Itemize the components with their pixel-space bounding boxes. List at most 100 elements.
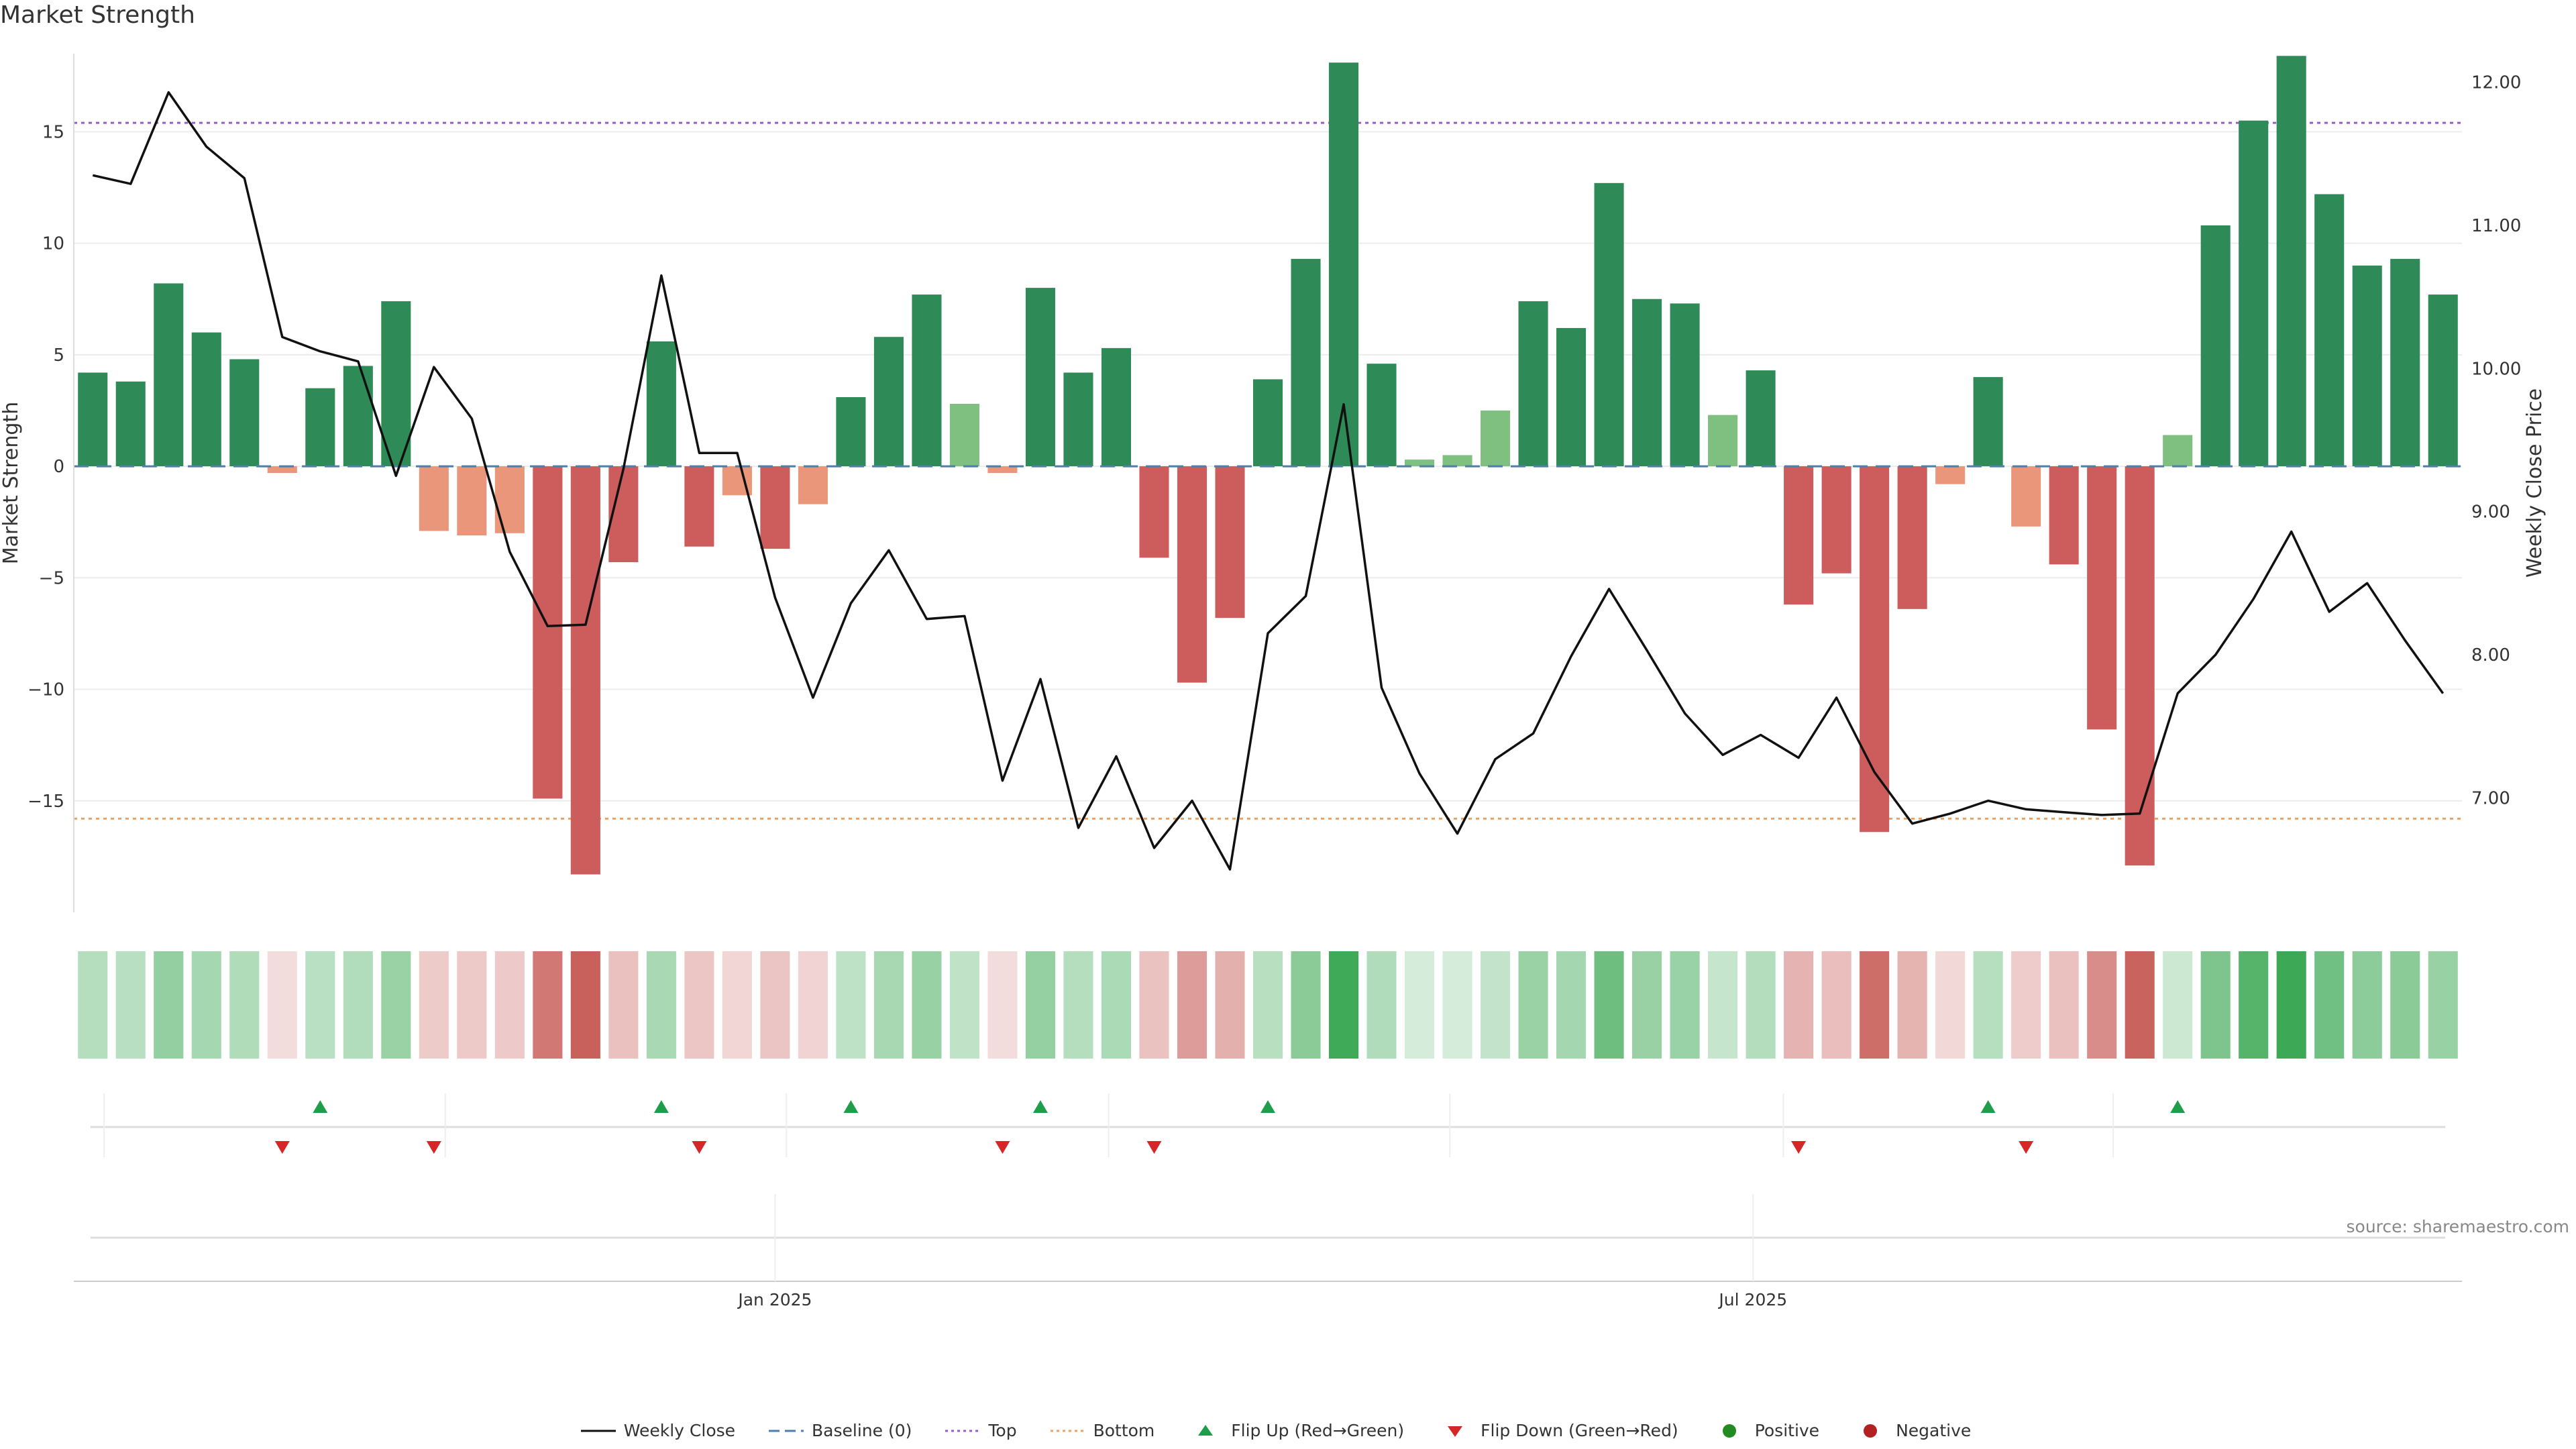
y2-tick-label: 12.00 xyxy=(2471,73,2521,93)
heat-cell xyxy=(1821,951,1851,1059)
legend-item-negative: Negative xyxy=(1851,1421,1971,1440)
heat-cell xyxy=(684,951,714,1059)
strength-bar xyxy=(229,359,260,467)
legend-item-positive: Positive xyxy=(1711,1421,1819,1440)
strength-bar xyxy=(1063,372,1093,467)
y-tick-label: −5 xyxy=(39,568,64,588)
heat-cell xyxy=(1973,951,2003,1059)
legend-symbol xyxy=(945,1430,981,1432)
strength-bar xyxy=(1897,466,1927,609)
strength-bar xyxy=(1860,466,1890,833)
strength-bar xyxy=(1670,303,1700,467)
heat-cell xyxy=(305,951,335,1059)
strength-bar xyxy=(1481,410,1511,467)
y2-tick-label: 7.00 xyxy=(2471,788,2510,808)
heat-cell xyxy=(2011,951,2041,1059)
legend-symbol xyxy=(1050,1430,1085,1432)
legend-item-flip-down: Flip Down (Green→Red) xyxy=(1436,1421,1678,1440)
heat-cell xyxy=(646,951,676,1059)
heat-cell xyxy=(2125,951,2155,1059)
heat-cell xyxy=(2428,951,2458,1059)
heat-cell xyxy=(1860,951,1890,1059)
flip-up-marker xyxy=(313,1100,328,1113)
heat-cell xyxy=(267,951,297,1059)
strength-bar xyxy=(1935,466,1966,484)
strength-bar xyxy=(646,341,676,467)
strength-bar xyxy=(2125,466,2155,866)
heat-cell xyxy=(1518,951,1548,1059)
strength-heatstrip xyxy=(78,951,2458,1059)
strength-bar xyxy=(305,388,335,467)
legend-item-flip-up: Flip Up (Red→Green) xyxy=(1187,1421,1404,1440)
strength-bar xyxy=(2011,466,2041,527)
flip-up-marker xyxy=(1260,1100,1275,1113)
strength-bar xyxy=(2049,466,2079,565)
y-tick-label: −10 xyxy=(28,680,64,700)
legend-label: Negative xyxy=(1896,1421,1972,1440)
heat-cell xyxy=(1442,951,1472,1059)
y2-tick-label: 11.00 xyxy=(2471,216,2521,236)
legend-label: Baseline (0) xyxy=(812,1421,912,1440)
flip-up-marker xyxy=(2170,1100,2186,1113)
flip-down-marker xyxy=(692,1141,707,1154)
flip-markers-panel xyxy=(91,1093,2445,1157)
strength-bar xyxy=(760,466,790,549)
strength-bar xyxy=(836,397,866,467)
heat-cell xyxy=(1594,951,1624,1059)
strength-bar xyxy=(912,294,942,467)
strength-bar xyxy=(1139,466,1169,558)
heat-cell xyxy=(1670,951,1700,1059)
heat-cell xyxy=(2390,951,2420,1059)
heat-cell xyxy=(2352,951,2382,1059)
heat-cell xyxy=(1746,951,1776,1059)
legend-symbol xyxy=(1198,1424,1214,1436)
strength-bar xyxy=(2428,294,2458,467)
heat-cell xyxy=(1215,951,1245,1059)
source-label: source: sharemaestro.com xyxy=(2346,1217,2570,1236)
heat-cell xyxy=(2239,951,2269,1059)
legend-label: Weekly Close xyxy=(623,1421,736,1440)
y-axis-title: Market Strength xyxy=(0,402,23,564)
legend: Weekly Close Baseline (0) Top Bottom Flip Up… xyxy=(0,1421,2576,1440)
heat-cell xyxy=(2049,951,2079,1059)
heat-cell xyxy=(2087,951,2117,1059)
strength-bar xyxy=(2276,56,2306,467)
heat-cell xyxy=(608,951,639,1059)
heat-cell xyxy=(949,951,979,1059)
y2-tick-label: 8.00 xyxy=(2471,645,2510,665)
heat-cell xyxy=(1252,951,1283,1059)
heat-cell xyxy=(570,951,600,1059)
strength-bar xyxy=(1746,370,1776,467)
strength-bar xyxy=(1177,466,1208,683)
heat-cell xyxy=(115,951,146,1059)
flip-up-marker xyxy=(843,1100,859,1113)
heat-cell xyxy=(2314,951,2345,1059)
y2-axis-title: Weekly Close Price xyxy=(2523,388,2546,578)
strength-bar xyxy=(78,372,108,467)
flip-up-marker xyxy=(653,1100,669,1113)
strength-bar xyxy=(2087,466,2117,730)
heat-cell xyxy=(494,951,525,1059)
flip-down-marker xyxy=(426,1141,441,1154)
heat-cell xyxy=(1291,951,1321,1059)
legend-label: Flip Up (Red→Green) xyxy=(1231,1421,1405,1440)
flip-down-marker xyxy=(995,1141,1010,1154)
strength-bar xyxy=(987,466,1018,474)
heat-cell xyxy=(1708,951,1738,1059)
heat-cell xyxy=(1481,951,1511,1059)
heat-cell xyxy=(1935,951,1966,1059)
strength-bar xyxy=(2239,120,2269,467)
strength-bar xyxy=(1821,466,1851,574)
legend-symbol xyxy=(580,1430,616,1432)
flip-down-marker xyxy=(1791,1141,1807,1154)
strength-bar xyxy=(154,283,184,467)
strength-bar xyxy=(1291,258,1321,467)
axes: −15 −10 −5 0 5 10 15 7.00 8.00 9.00 10.00 11.00 12.0… xyxy=(0,54,2546,912)
heat-cell xyxy=(1632,951,1662,1059)
heat-cell xyxy=(1025,951,1055,1059)
strength-bar xyxy=(381,301,411,467)
strength-bar xyxy=(1708,415,1738,467)
heat-cell xyxy=(381,951,411,1059)
heat-cell xyxy=(1139,951,1169,1059)
